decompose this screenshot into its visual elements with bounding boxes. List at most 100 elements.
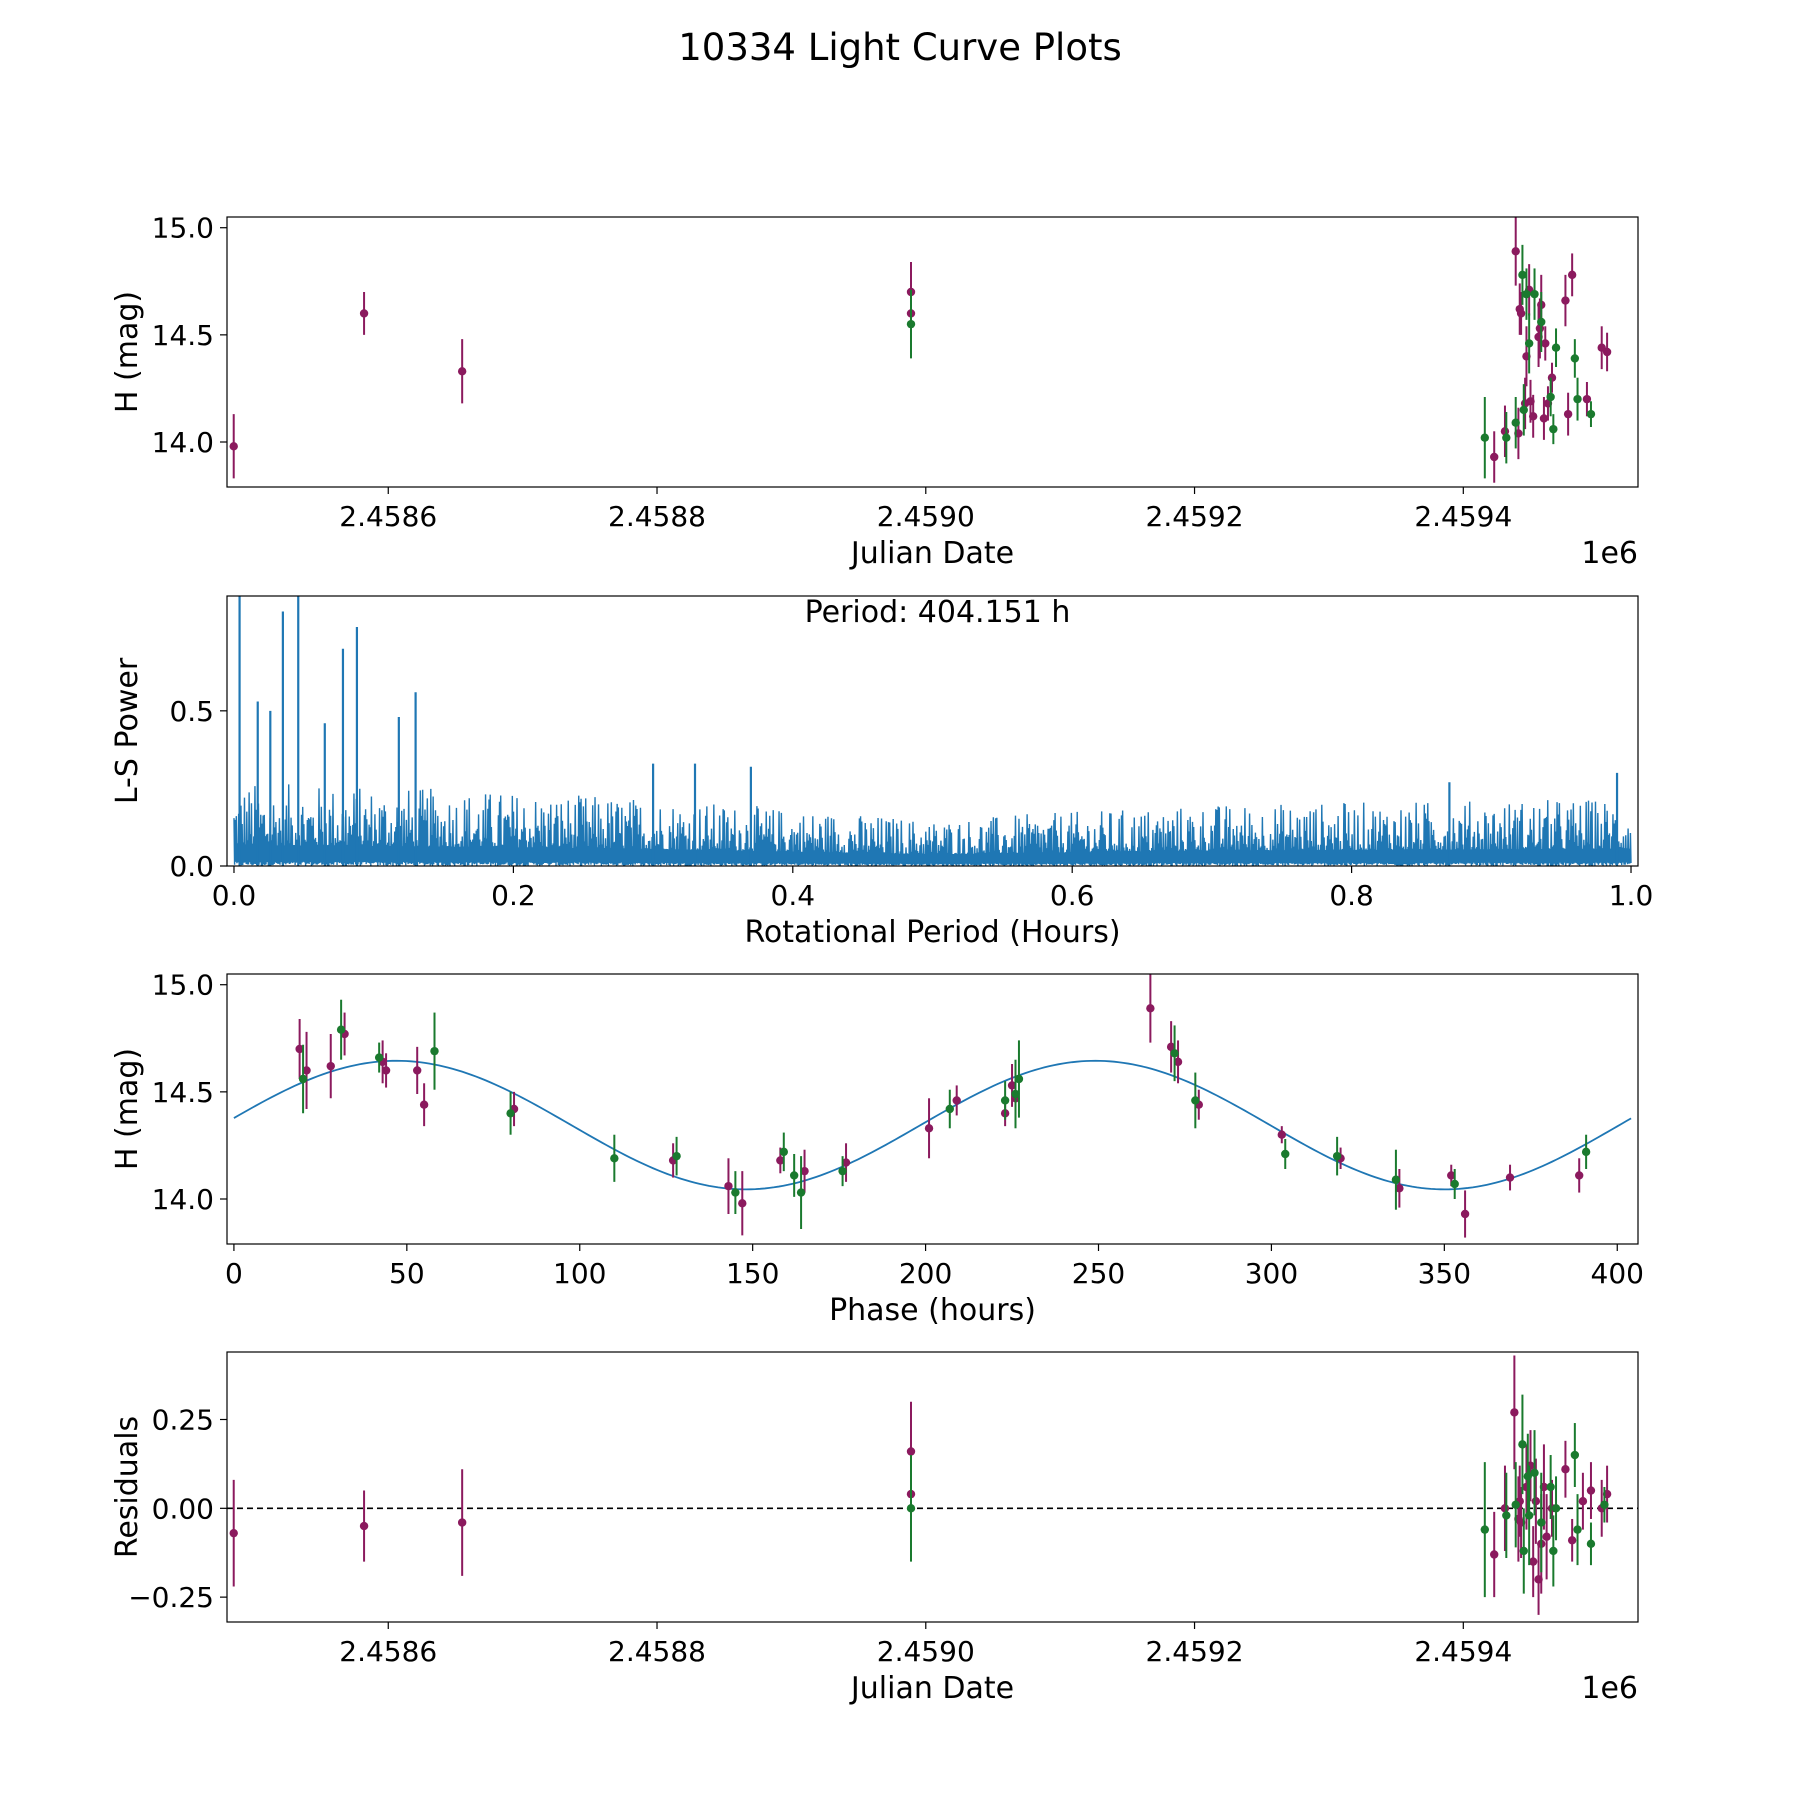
data-point-green (336, 1025, 346, 1034)
axes-frame (226, 1351, 1639, 1623)
data-point-purple (1447, 1171, 1456, 1180)
x-tick-label: 400 (1591, 1257, 1644, 1290)
data-point-green (1546, 392, 1555, 402)
data-point-purple (1146, 1004, 1155, 1013)
data-point-purple (413, 1066, 422, 1075)
data-point-purple (906, 1447, 916, 1456)
data-point-purple (1561, 1465, 1570, 1474)
data-point-green (1537, 1518, 1546, 1527)
x-tick-label: 0 (225, 1257, 243, 1290)
data-point-purple (457, 1518, 467, 1527)
data-point-purple (1277, 1130, 1286, 1139)
data-point-purple (1490, 452, 1499, 462)
data-point-purple (1586, 1486, 1596, 1495)
x-tick-label: 300 (1245, 1257, 1298, 1290)
x-tick-label: 0.2 (491, 879, 536, 912)
data-point-purple (1007, 1081, 1017, 1090)
x-tick-label: 1.0 (1609, 879, 1654, 912)
y-tick-label: 0.00 (152, 1492, 214, 1525)
x-tick-label: 2.4586 (339, 500, 437, 533)
x-axis-label: Julian Date (849, 536, 1014, 571)
data-point-green (1573, 1525, 1582, 1534)
y-tick-label: −0.25 (128, 1581, 214, 1614)
data-point-green (1281, 1149, 1290, 1159)
data-point-purple (1505, 1173, 1515, 1182)
axes-frame (226, 216, 1639, 488)
plot-area-lightcurve (229, 217, 1612, 483)
x-tick-label: 2.4592 (1146, 500, 1244, 533)
data-point-green (906, 1504, 916, 1513)
data-point-green (1519, 405, 1528, 415)
data-point-purple (1547, 373, 1557, 382)
data-point-green (838, 1166, 847, 1176)
data-point-green (1511, 418, 1520, 427)
data-point-green (1524, 339, 1534, 348)
x-tick-label: 2.4586 (339, 1635, 437, 1668)
data-point-green (298, 1074, 308, 1084)
data-point-green (1524, 1511, 1534, 1520)
data-point-green (1586, 409, 1596, 419)
data-point-green (789, 1171, 799, 1180)
data-point-green (1332, 1151, 1342, 1161)
data-point-green (1480, 1525, 1490, 1534)
data-point-green (1191, 1096, 1200, 1105)
data-point-purple (800, 1166, 809, 1176)
x-offset-label: 1e6 (1581, 536, 1638, 571)
plot-area-periodogram (233, 596, 1632, 866)
x-tick-label: 150 (726, 1257, 779, 1290)
figure-title: 10334 Light Curve Plots (678, 26, 1122, 69)
data-point-purple (295, 1044, 304, 1054)
data-point-purple (229, 442, 238, 451)
data-point-green (1011, 1089, 1020, 1099)
y-axis-label: Residuals (110, 1416, 145, 1558)
data-point-purple (1528, 412, 1538, 421)
data-point-green (1014, 1074, 1024, 1084)
y-tick-label: 15.0 (152, 969, 214, 1002)
data-point-purple (1542, 1532, 1551, 1541)
plot-area-phased (233, 974, 1632, 1238)
data-point-green (1549, 1546, 1558, 1556)
data-point-purple (229, 1528, 238, 1538)
data-point-green (1450, 1179, 1459, 1189)
data-point-purple (1490, 1550, 1499, 1559)
data-point-purple (1575, 1171, 1584, 1180)
x-tick-label: 200 (899, 1257, 952, 1290)
data-point-green (1518, 1440, 1527, 1449)
data-point-green (779, 1147, 788, 1157)
x-tick-label: 2.4588 (608, 1635, 706, 1668)
periodogram-line (233, 784, 1632, 866)
data-point-purple (1567, 270, 1577, 280)
data-point-purple (1582, 394, 1592, 404)
y-tick-label: 15.0 (152, 212, 214, 245)
panel-lightcurve: 2.4586 2.4588 2.4590 2.4592 2.4594 14.0 14.5 15… (110, 212, 1639, 571)
y-axis-label: H (mag) (110, 1048, 145, 1170)
data-point-green (1391, 1175, 1401, 1184)
data-point-green (1600, 1500, 1609, 1509)
data-point-purple (1578, 1497, 1588, 1506)
x-tick-label: 50 (389, 1257, 425, 1290)
x-tick-label: 250 (1072, 1257, 1125, 1290)
data-point-green (906, 319, 916, 329)
y-axis-label: H (mag) (110, 291, 145, 413)
y-tick-label: 0.5 (169, 695, 214, 728)
data-point-green (1551, 1504, 1561, 1513)
data-point-purple (1602, 347, 1612, 357)
x-axis-label: Phase (hours) (829, 1293, 1036, 1328)
data-point-purple (1541, 339, 1550, 348)
data-point-green (1549, 424, 1558, 434)
data-point-green (610, 1154, 619, 1163)
data-point-green (1522, 289, 1531, 299)
data-point-green (1551, 343, 1561, 352)
data-point-purple (1395, 1184, 1404, 1193)
plot-area-residuals (227, 1355, 1638, 1615)
x-tick-label: 350 (1418, 1257, 1471, 1290)
x-tick-label: 2.4594 (1414, 500, 1512, 533)
data-point-green (1546, 1482, 1555, 1492)
data-point-purple (302, 1066, 311, 1075)
data-point-green (430, 1046, 439, 1056)
data-point-green (1502, 1511, 1511, 1520)
data-point-green (1518, 270, 1527, 280)
data-point-purple (738, 1199, 747, 1208)
panel-residuals: 2.4586 2.4588 2.4590 2.4592 2.4594 −0.25 0.00 0… (110, 1351, 1639, 1706)
